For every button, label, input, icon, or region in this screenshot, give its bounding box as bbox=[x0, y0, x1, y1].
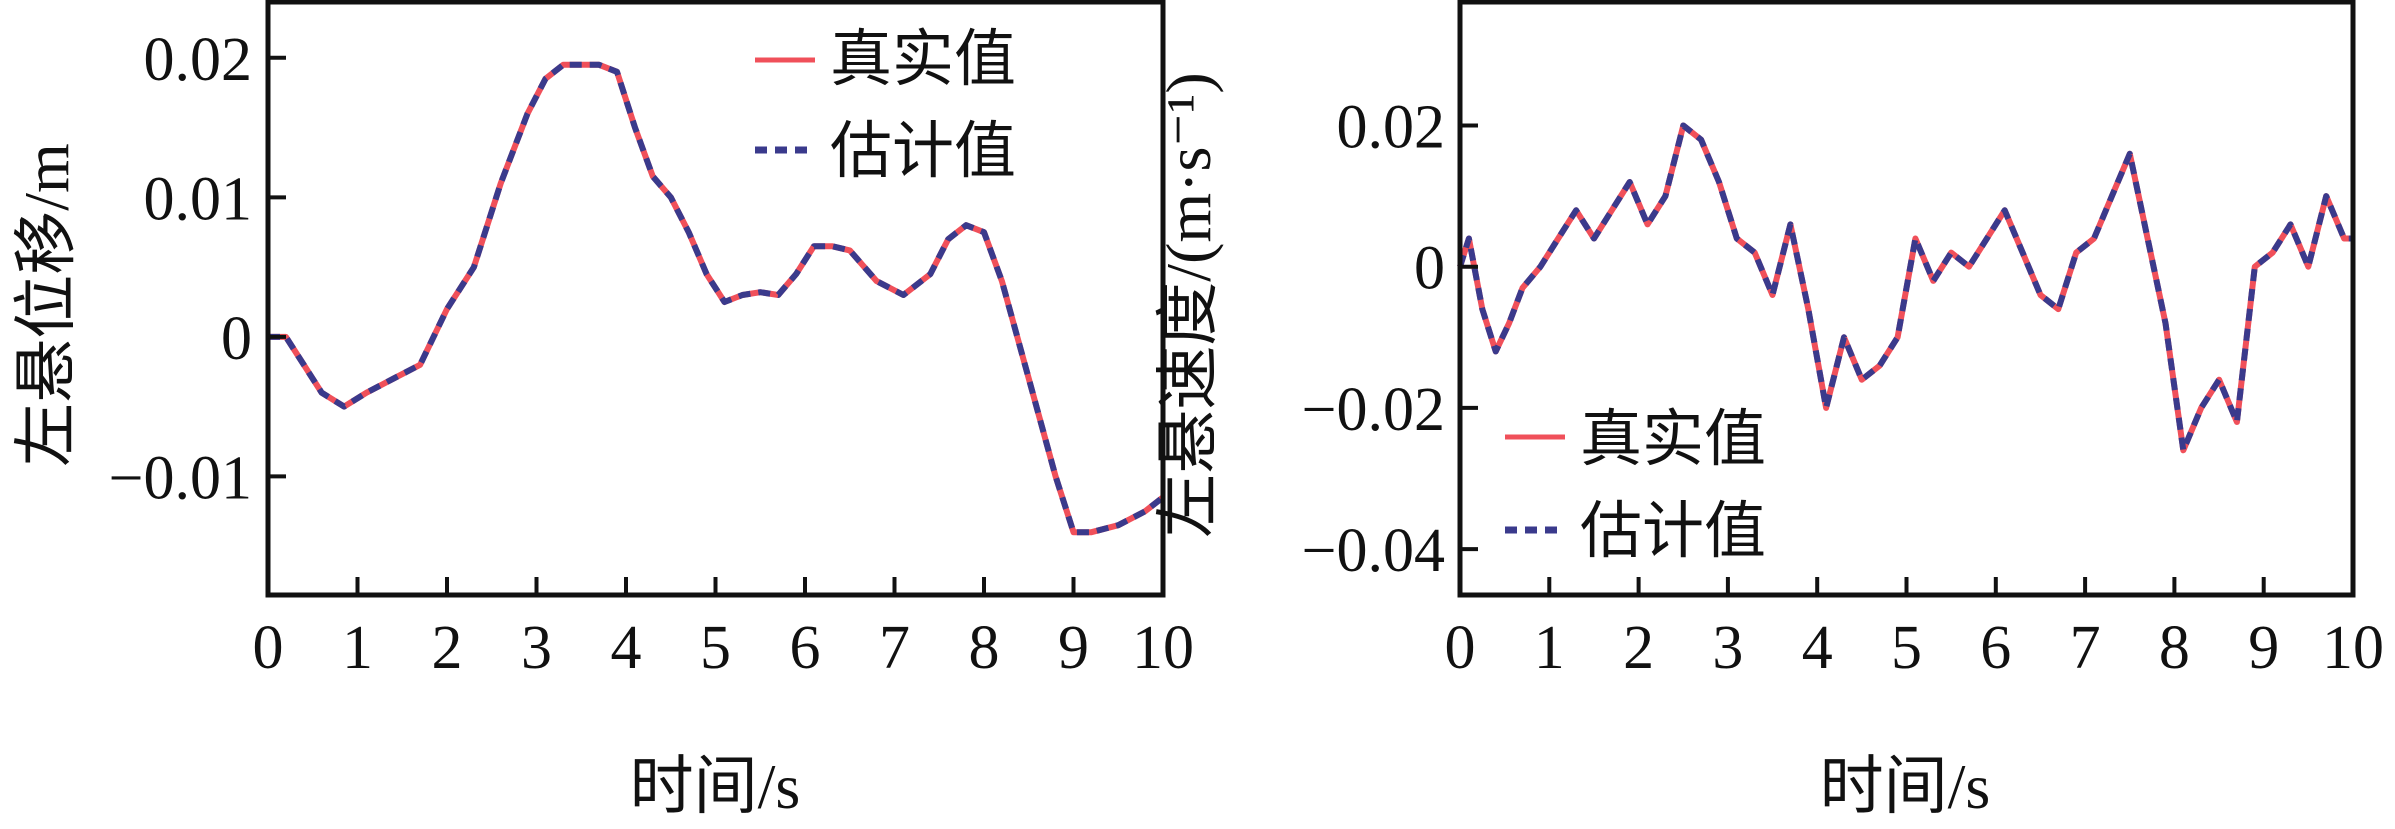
left-xtick-label: 7 bbox=[879, 614, 910, 682]
right-tick-labels: 0 1 2 3 4 5 6 7 8 9 100.020−0.02−0.04 bbox=[1302, 94, 2384, 682]
right-series-layer bbox=[1457, 122, 2353, 454]
left-xlabel: 时间/s bbox=[630, 751, 801, 822]
left-legend: 真实值 估计值 bbox=[755, 26, 1016, 186]
left-plot-frame bbox=[265, 0, 1166, 598]
left-xtick-label: 3 bbox=[521, 614, 552, 682]
right-xtick-label: 1 bbox=[1534, 614, 1565, 682]
left-legend-true-label: 真实值 bbox=[830, 26, 1016, 94]
right-xtick-label: 8 bbox=[2159, 614, 2190, 682]
left-xtick-label: 4 bbox=[611, 614, 642, 682]
left-ylabel: 左悬位移/m bbox=[11, 143, 82, 467]
left-xtick-label: 1 bbox=[342, 614, 373, 682]
left-ytick-label: 0.02 bbox=[144, 26, 253, 94]
right-ytick-label: −0.02 bbox=[1302, 376, 1445, 444]
right-xtick-label: 5 bbox=[1891, 614, 1922, 682]
left-ticks bbox=[268, 55, 1076, 595]
right-ylabel: 左悬速度/(m·s⁻¹) bbox=[1153, 72, 1224, 537]
left-series-estimate bbox=[268, 61, 1165, 536]
left-xtick-label: 6 bbox=[790, 614, 821, 682]
right-series-estimate bbox=[1457, 122, 2353, 454]
left-ytick-label: 0.01 bbox=[144, 165, 253, 233]
left-tick-labels: 0 1 2 3 4 5 6 7 8 9 100.020.010−0.01 bbox=[109, 26, 1194, 682]
left-xtick-label: 2 bbox=[432, 614, 463, 682]
left-xtick-label: 0 bbox=[253, 614, 284, 682]
right-ytick-label: 0 bbox=[1414, 235, 1445, 303]
right-legend-est-label: 估计值 bbox=[1580, 498, 1766, 566]
left-xtick-label: 5 bbox=[700, 614, 731, 682]
left-series-true bbox=[268, 61, 1165, 536]
chart-right: 0 1 2 3 4 5 6 7 8 9 100.020−0.02−0.04 真实值 估计值 左悬速度… bbox=[1153, 0, 2384, 822]
left-xtick-label: 9 bbox=[1058, 614, 1089, 682]
left-xtick-label: 10 bbox=[1132, 614, 1194, 682]
left-series-layer bbox=[268, 61, 1165, 536]
right-xtick-label: 9 bbox=[2248, 614, 2279, 682]
right-xtick-label: 10 bbox=[2322, 614, 2384, 682]
right-ytick-label: −0.04 bbox=[1302, 517, 1445, 585]
right-xlabel: 时间/s bbox=[1820, 751, 1991, 822]
left-xtick-label: 8 bbox=[969, 614, 1000, 682]
right-xtick-label: 4 bbox=[1802, 614, 1833, 682]
right-ytick-label: 0.02 bbox=[1337, 94, 1446, 162]
chart-left: 0 1 2 3 4 5 6 7 8 9 100.020.010−0.01 真实值 估计值 左悬位移/… bbox=[11, 0, 1194, 822]
right-xtick-label: 3 bbox=[1712, 614, 1743, 682]
left-ytick-label: −0.01 bbox=[109, 444, 252, 512]
right-legend: 真实值 估计值 bbox=[1505, 406, 1766, 566]
right-xtick-label: 7 bbox=[2070, 614, 2101, 682]
right-xtick-label: 6 bbox=[1980, 614, 2011, 682]
right-ticks bbox=[1460, 123, 2266, 595]
left-legend-est-label: 估计值 bbox=[830, 118, 1016, 186]
right-xtick-label: 2 bbox=[1623, 614, 1654, 682]
right-xtick-label: 0 bbox=[1445, 614, 1476, 682]
left-ytick-label: 0 bbox=[221, 305, 252, 373]
right-legend-true-label: 真实值 bbox=[1580, 406, 1766, 474]
